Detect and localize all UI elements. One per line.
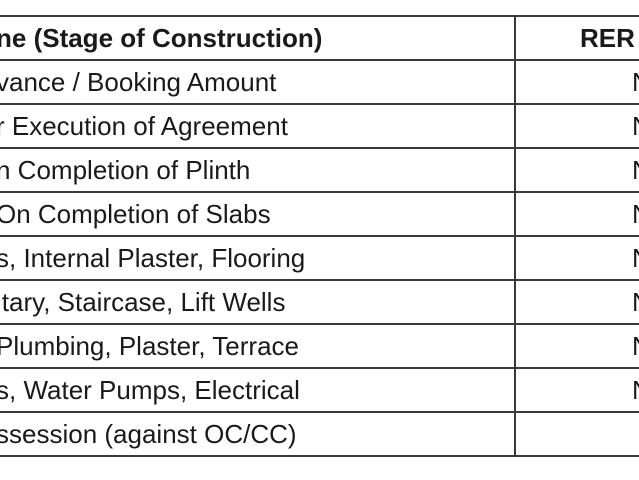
rera-cell: N [514,235,639,281]
table-row: ssession (against OC/CC) [0,411,639,457]
header-row: ne (Stage of Construction) RER [0,15,639,61]
table-row: itary, Staircase, Lift Wells N [0,279,639,325]
table-row: s, Water Pumps, Electrical N [0,367,639,413]
stage-cell: r Execution of Agreement [0,103,516,149]
rera-cell: N [514,59,639,105]
header-rera: RER [514,15,639,61]
table-row: vance / Booking Amount N [0,59,639,105]
rera-cell: N [514,103,639,149]
rera-cell: N [514,147,639,193]
table-row: Plumbing, Plaster, Terrace N [0,323,639,369]
stage-cell: n Completion of Plinth [0,147,516,193]
payment-schedule-table: ne (Stage of Construction) RER vance / B… [0,15,639,457]
stage-cell: itary, Staircase, Lift Wells [0,279,516,325]
rera-cell [514,411,639,457]
rera-cell: N [514,191,639,237]
table-row: On Completion of Slabs N [0,191,639,237]
stage-cell: vance / Booking Amount [0,59,516,105]
rera-cell: N [514,367,639,413]
rera-cell: N [514,279,639,325]
stage-cell: s, Internal Plaster, Flooring [0,235,516,281]
table-row: s, Internal Plaster, Flooring N [0,235,639,281]
stage-cell: On Completion of Slabs [0,191,516,237]
header-stage: ne (Stage of Construction) [0,15,516,61]
stage-cell: s, Water Pumps, Electrical [0,367,516,413]
stage-cell: Plumbing, Plaster, Terrace [0,323,516,369]
stage-cell: ssession (against OC/CC) [0,411,516,457]
table-row: r Execution of Agreement N [0,103,639,149]
table-row: n Completion of Plinth N [0,147,639,193]
rera-cell: N [514,323,639,369]
